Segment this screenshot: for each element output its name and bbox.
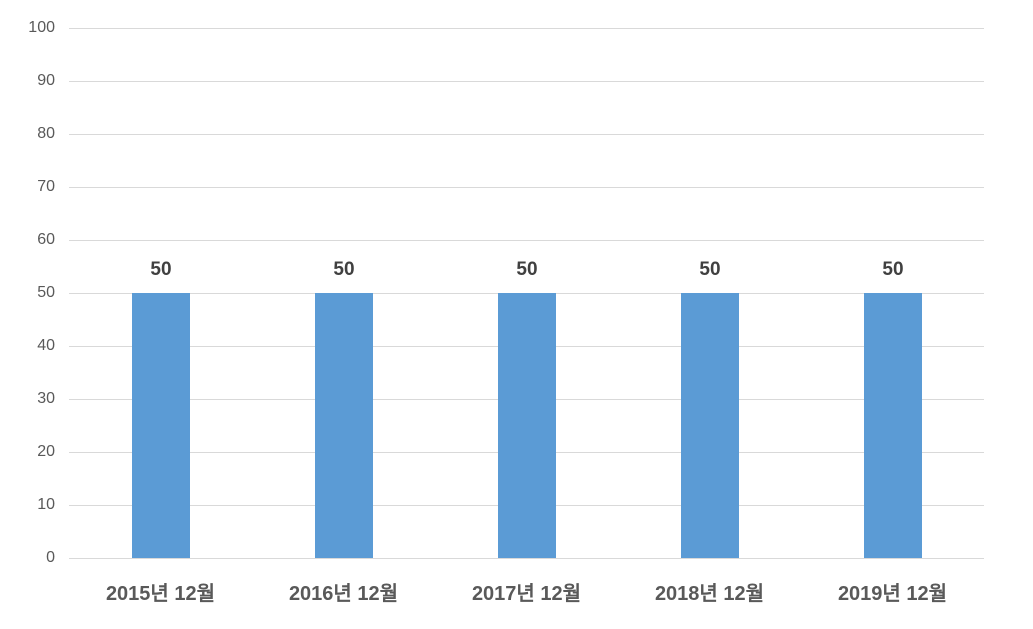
gridline [69, 240, 984, 241]
bar-value-label: 50 [882, 259, 904, 280]
y-axis-tick-label: 100 [28, 19, 55, 36]
y-axis-tick-label: 40 [37, 337, 55, 354]
x-axis-label: 2017년 12월 [471, 583, 582, 605]
y-axis-tick-label: 30 [37, 390, 55, 407]
bar-value-label: 50 [333, 259, 355, 280]
y-axis-tick-label: 90 [37, 72, 55, 89]
gridline [69, 187, 984, 188]
bar [498, 293, 556, 558]
gridline [69, 134, 984, 135]
bar-value-label: 50 [516, 259, 538, 280]
y-axis-tick-label: 80 [37, 125, 55, 142]
bar-value-label: 50 [699, 259, 721, 280]
bar [864, 293, 922, 558]
bar-value-label: 50 [150, 259, 172, 280]
x-axis-baseline [69, 558, 984, 559]
bar [681, 293, 739, 558]
y-axis-tick-label: 70 [37, 178, 55, 195]
bar [132, 293, 190, 558]
x-axis-label: 2019년 12월 [837, 583, 948, 605]
x-axis-label: 2018년 12월 [654, 583, 765, 605]
y-axis-tick-label: 50 [37, 284, 55, 301]
gridline [69, 81, 984, 82]
gridline [69, 28, 984, 29]
x-axis-label: 2015년 12월 [105, 583, 216, 605]
y-axis-tick-label: 0 [46, 549, 55, 566]
bar [315, 293, 373, 558]
x-axis-label: 2016년 12월 [288, 583, 399, 605]
y-axis-tick-label: 20 [37, 443, 55, 460]
y-axis-tick-label: 10 [37, 496, 55, 513]
y-axis-tick-label: 60 [37, 231, 55, 248]
